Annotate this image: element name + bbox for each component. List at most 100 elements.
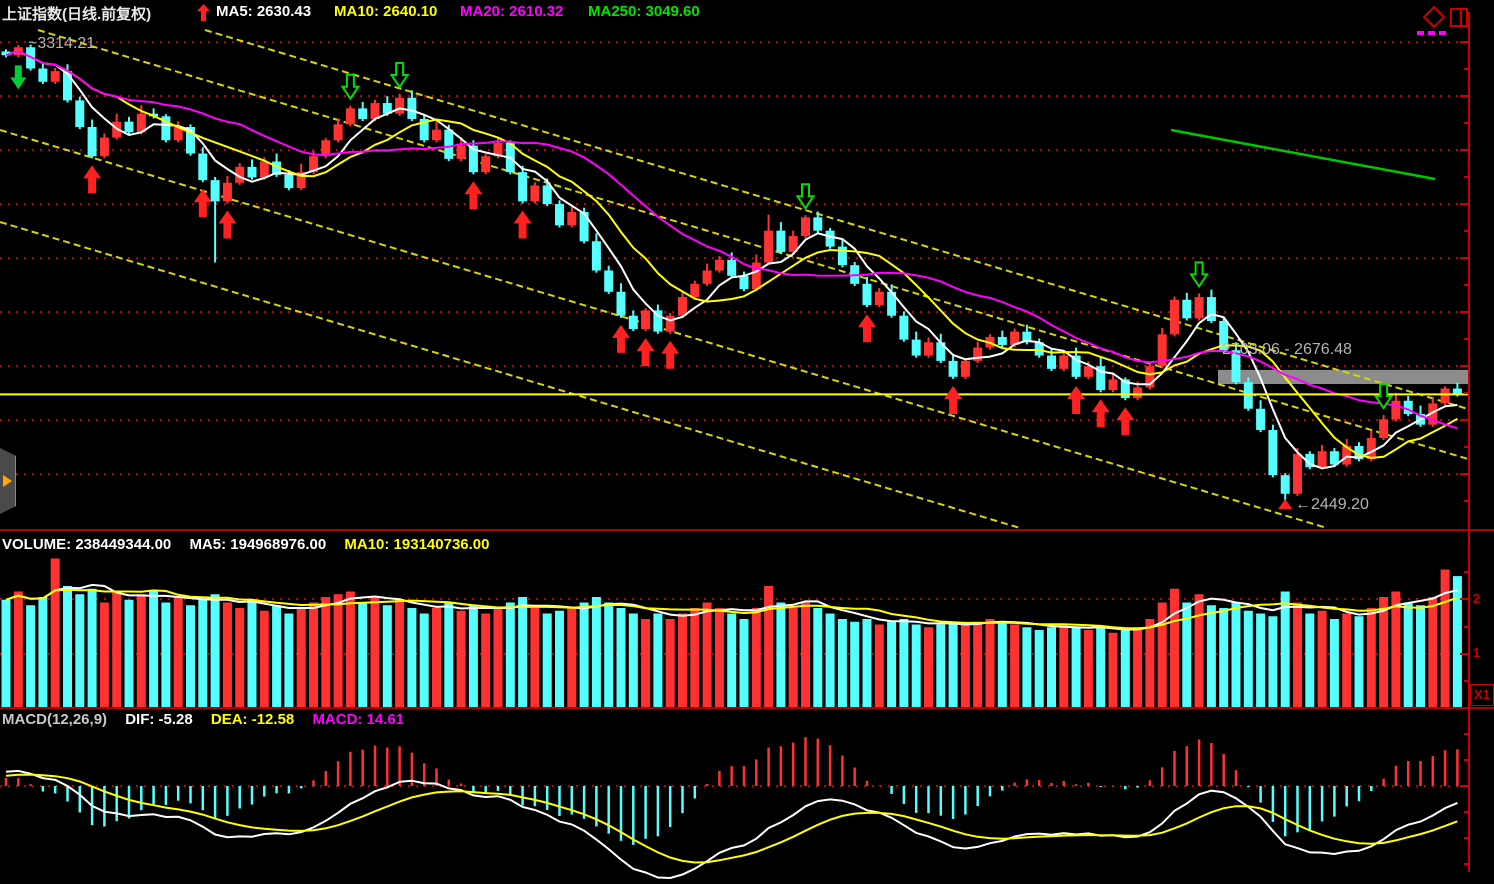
volume-bar — [321, 597, 331, 707]
candle-body — [161, 116, 171, 141]
volume-bar — [1071, 627, 1081, 707]
volume-bar — [75, 594, 85, 707]
volume-bar — [1219, 608, 1229, 707]
candle-body — [1034, 342, 1044, 356]
volume-axis-tick-1: 1 — [1473, 645, 1481, 660]
high-price-label: ~3314.21 — [28, 35, 96, 52]
volume-bar — [628, 613, 638, 707]
ma5-line — [5, 50, 1458, 470]
candle-body — [75, 100, 85, 127]
volume-bar — [1096, 627, 1106, 707]
volume-bar — [124, 599, 134, 707]
volume-bar — [542, 613, 552, 707]
expand-arrow-icon — [3, 475, 12, 487]
volume-bar — [358, 602, 368, 707]
trend-line — [37, 29, 1468, 460]
volume-bar — [813, 608, 823, 707]
sell-signal-arrow — [340, 73, 361, 101]
candle-body — [1428, 403, 1438, 425]
ma250-line — [1170, 128, 1436, 181]
candle-body — [1047, 355, 1056, 369]
candle-body — [591, 241, 601, 271]
volume-bar — [1305, 613, 1315, 707]
volume-bar — [1170, 588, 1179, 707]
volume-bar — [1083, 630, 1093, 707]
candle-body — [444, 129, 454, 159]
buy-signal-arrow — [661, 340, 680, 369]
volume-bar — [1133, 627, 1143, 707]
candle-body — [542, 185, 552, 205]
candle-body — [419, 119, 429, 141]
volume-bar — [407, 608, 417, 707]
volume-bar — [370, 597, 380, 707]
volume-bar — [112, 591, 122, 707]
trend-line — [0, 221, 1021, 529]
buy-signal-arrow — [218, 210, 237, 239]
low-price-label: ←2449.20 — [1295, 496, 1369, 513]
volume-bar — [1416, 605, 1425, 707]
scale-badge[interactable]: X1 — [1470, 684, 1494, 706]
candle-body — [63, 71, 72, 101]
volume-bar — [702, 602, 712, 707]
buy-signal-arrow — [83, 165, 102, 194]
volume-bar — [1293, 602, 1302, 707]
macd-value: MACD: 14.61 — [312, 711, 405, 728]
volume-bar — [1280, 591, 1290, 707]
volume-bar — [714, 608, 724, 707]
volume-bar — [161, 602, 171, 707]
candle-body — [456, 145, 466, 159]
candle-body — [1329, 451, 1339, 465]
candle-body — [690, 283, 700, 298]
candle-body — [936, 342, 946, 361]
candle-body — [99, 137, 109, 157]
dea-line — [5, 773, 1458, 864]
volume-ma5-line — [5, 583, 1458, 631]
volume-bar — [1231, 602, 1241, 707]
candle-body — [825, 230, 835, 247]
candle-body — [186, 126, 195, 154]
candle-body — [1391, 400, 1401, 420]
volume-bar — [1010, 624, 1020, 707]
candle-body — [1, 51, 11, 56]
candle-body — [1120, 379, 1130, 399]
sell-signal-arrow — [795, 183, 816, 211]
candle-body — [382, 103, 392, 114]
volume-bar — [1391, 591, 1401, 707]
candle-body — [579, 212, 589, 242]
buy-signal-arrow — [193, 189, 212, 218]
diamond-tool-icon[interactable] — [1422, 5, 1446, 29]
candle-body — [198, 153, 208, 181]
volume-bar — [63, 586, 72, 707]
volume-bar — [1452, 576, 1462, 707]
price-panel — [0, 29, 1468, 529]
volume-bar — [26, 605, 36, 707]
volume-bar — [136, 594, 146, 707]
volume-bar — [1059, 624, 1069, 707]
volume-bar — [1379, 597, 1389, 707]
volume-bar — [825, 613, 835, 707]
dif-value: DIF: -5.28 — [125, 711, 193, 728]
candle-body — [727, 259, 737, 276]
candle-body — [1243, 382, 1253, 409]
volume-bar — [591, 597, 601, 707]
candle-body — [1440, 388, 1450, 404]
candle-body — [567, 212, 577, 226]
volume-bar — [1366, 608, 1376, 707]
trend-line — [0, 129, 1328, 529]
ellipsis-icon[interactable] — [1417, 31, 1424, 35]
volume-bar — [444, 602, 454, 707]
volume-value: VOLUME: 238449344.00 — [2, 536, 172, 553]
window-tool-icon[interactable] — [1450, 8, 1468, 27]
buy-signal-arrow — [1067, 385, 1086, 414]
volume-bar — [50, 558, 60, 707]
volume-bar — [936, 624, 946, 707]
sidebar-expand-tab[interactable] — [0, 448, 16, 514]
ma20-value: MA20: 2610.32 — [460, 3, 564, 20]
candle-body — [1379, 419, 1389, 438]
candle-body — [973, 347, 983, 361]
volume-bar — [690, 608, 700, 707]
ma250-value: MA250: 3049.60 — [588, 3, 700, 20]
candle-body — [555, 204, 564, 226]
